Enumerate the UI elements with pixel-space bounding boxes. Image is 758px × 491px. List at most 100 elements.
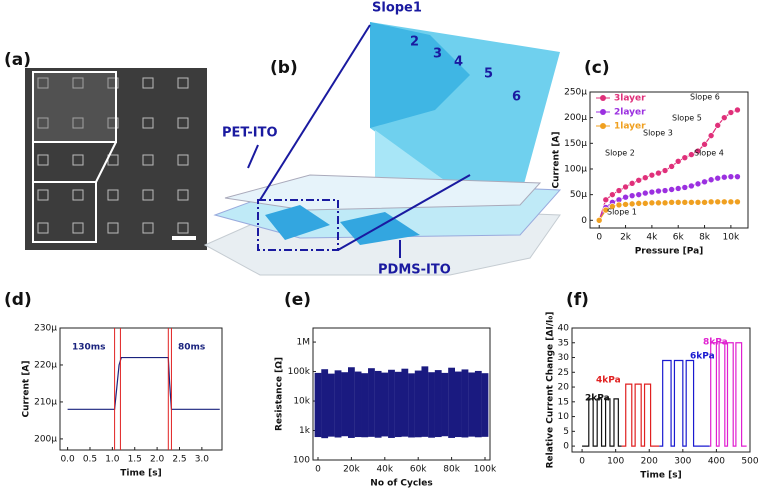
range-bar (381, 372, 389, 437)
annotation: Slope 5 (672, 114, 702, 123)
series-label: 8kPa (703, 338, 728, 348)
range-bar (374, 370, 382, 438)
point (714, 198, 722, 206)
range-bar (368, 368, 375, 437)
y-axis-title: Current [A] (552, 131, 562, 188)
panel-label: (d) (4, 290, 32, 310)
range-bar (354, 371, 362, 438)
x-tick-label: 3.0 (195, 455, 210, 465)
illustration-label: PDMS-ITO (378, 263, 451, 278)
point (727, 198, 735, 206)
x-tick-label: 0.5 (83, 455, 97, 465)
y-tick-label: 20 (558, 383, 570, 393)
point (641, 200, 649, 207)
point (734, 106, 741, 114)
point (615, 201, 623, 209)
panel-label: (f) (566, 290, 589, 310)
point (602, 196, 610, 204)
point (648, 188, 656, 196)
point (701, 141, 708, 148)
point (622, 201, 629, 208)
series-line (67, 356, 220, 410)
illustration-label: 3 (433, 47, 442, 62)
y-tick-label: 40 (558, 324, 570, 334)
y-tick-label: 15 (558, 397, 569, 407)
point (622, 193, 629, 201)
x-tick-label: 8k (699, 233, 711, 243)
legend-label: 3layer (614, 94, 646, 104)
range-bar (454, 371, 462, 438)
range-bar (327, 373, 335, 437)
legend-marker (600, 95, 606, 101)
point (734, 198, 741, 206)
x-tick-label: 6k (673, 233, 685, 243)
point (727, 109, 735, 116)
panel-label: (a) (4, 50, 31, 70)
y-tick-label: 10k (293, 397, 310, 407)
y-tick-label: 220μ (34, 360, 57, 370)
series-label: 6kPa (690, 352, 715, 362)
point (661, 167, 669, 174)
y-tick-label: 210μ (34, 397, 57, 407)
point (688, 182, 695, 190)
y-axis-title: Resistance [Ω] (275, 357, 285, 431)
point (628, 180, 636, 187)
point (635, 200, 643, 207)
y-tick-label: 0 (581, 216, 587, 226)
x-tick-label: 0.0 (60, 455, 75, 465)
range-bar (468, 372, 476, 437)
annotation: 130ms (72, 343, 106, 353)
point (668, 199, 675, 206)
point (622, 183, 629, 191)
illustration-label: 2 (410, 35, 419, 50)
point (674, 157, 682, 165)
point (602, 206, 610, 214)
y-axis-title: Current [A] (22, 360, 32, 417)
y-tick-label: 100 (293, 456, 310, 466)
point (701, 178, 708, 186)
y-tick-label: 35 (558, 338, 569, 348)
x-axis-title: No of Cycles (370, 479, 432, 489)
point (720, 198, 728, 206)
x-tick-label: 10k (723, 233, 740, 243)
y-axis-title: Relative Current Change [ΔI/I₀] (546, 312, 556, 469)
x-tick-label: 100k (474, 465, 497, 475)
annotation: Slope 4 (694, 149, 724, 158)
illustration-label: 6 (512, 90, 521, 105)
range-bar (321, 369, 329, 439)
range-bar (461, 369, 469, 438)
point (661, 199, 669, 207)
series-line (582, 398, 622, 447)
x-axis-title: Time [s] (640, 471, 681, 481)
x-tick-label: 2.0 (150, 455, 165, 465)
y-tick-label: 230μ (34, 324, 57, 334)
point (661, 187, 669, 194)
illustration-label: 4 (454, 55, 463, 70)
point (734, 173, 741, 180)
point (615, 187, 623, 194)
range-bar (428, 372, 435, 438)
point (688, 199, 695, 206)
x-tick-label: 300 (674, 457, 691, 467)
y-tick-label: 0 (563, 442, 569, 452)
series-line (598, 176, 738, 221)
x-tick-label: 1.0 (105, 455, 120, 465)
point (681, 154, 689, 161)
point (701, 199, 708, 206)
y-tick-label: 100μ (564, 164, 587, 174)
point (681, 199, 689, 206)
panel-label: (e) (284, 290, 311, 310)
point (648, 171, 656, 179)
plot-frame (59, 327, 223, 451)
point (727, 173, 735, 180)
x-tick-label: 500 (741, 457, 758, 467)
series-line (598, 109, 738, 221)
plot-frame (589, 91, 749, 229)
point (655, 187, 662, 195)
y-tick-label: 1k (299, 426, 311, 436)
point (720, 173, 728, 181)
point (655, 199, 662, 207)
annotation: Slope 2 (605, 149, 635, 158)
range-bar (334, 370, 342, 438)
